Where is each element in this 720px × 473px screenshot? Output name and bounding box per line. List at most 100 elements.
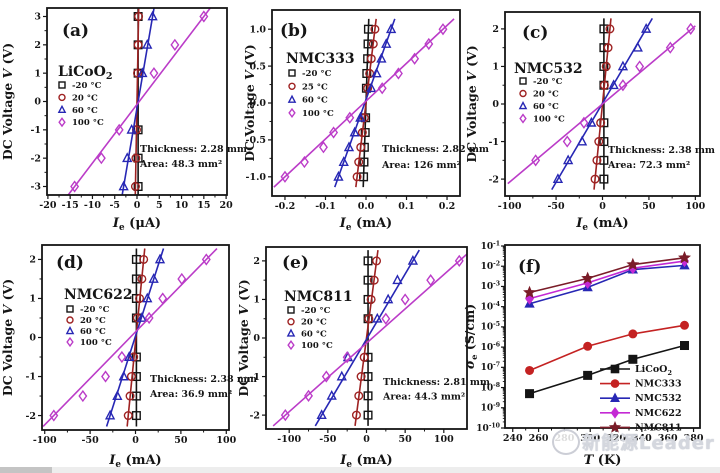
svg-text:50: 50 <box>399 434 413 445</box>
svg-text:-0.1: -0.1 <box>315 201 335 212</box>
svg-text:280: 280 <box>554 433 574 444</box>
svg-text:-1: -1 <box>30 125 41 136</box>
svg-text:20: 20 <box>219 200 233 211</box>
panel-c-ylabel: DC Voltage V (V) <box>464 45 479 162</box>
svg-text:0: 0 <box>34 97 41 108</box>
svg-text:-20 °C: -20 °C <box>302 69 332 79</box>
svg-text:-10: -10 <box>84 200 102 211</box>
panel-c-legend: -20 °C 20 °C 60 °C 100 °C <box>518 77 565 125</box>
svg-text:-3: -3 <box>30 182 41 193</box>
panel-c-material: NMC532 <box>514 61 583 77</box>
svg-text:Area: 36.9 mm²: Area: 36.9 mm² <box>149 389 232 400</box>
svg-text:10-2: 10-2 <box>481 261 500 273</box>
svg-text:0: 0 <box>492 99 499 110</box>
panel-a-frame <box>46 7 228 196</box>
svg-text:-2: -2 <box>30 153 41 164</box>
panel-d-chart: -100 -50 0 50 100 2 1 0 -1 -2 Ie (mA) DC Voltage V … <box>0 244 257 470</box>
svg-text:60 °C: 60 °C <box>533 102 559 112</box>
panel-e-letter: (e) <box>282 253 309 273</box>
svg-text:10-6: 10-6 <box>481 341 500 353</box>
panel-f-xlabel: T (K) <box>584 453 622 468</box>
panel-b-legend: -20 °C 25 °C 60 °C 100 °C <box>287 69 334 119</box>
panel-c-annotation: Thickness: 2.38 mm Area: 72.3 mm² <box>607 145 715 171</box>
svg-text:100 °C: 100 °C <box>80 338 112 348</box>
svg-text:10-4: 10-4 <box>481 301 501 313</box>
svg-text:-1.0: -1.0 <box>246 172 267 183</box>
svg-text:-20 °C: -20 °C <box>72 81 102 91</box>
svg-text:0.0: 0.0 <box>358 201 375 212</box>
panel-b-series <box>273 18 455 188</box>
panel-d-ylabel: DC Voltage V (V) <box>0 279 15 396</box>
svg-text:300: 300 <box>580 433 600 444</box>
svg-text:100 °C: 100 °C <box>72 118 104 128</box>
svg-text:-20: -20 <box>39 200 57 211</box>
panel-a-annotation: Thickness: 2.28 mm Area: 48.3 mm² <box>139 144 247 170</box>
panel-d-xlabel: Ie (mA) <box>108 453 161 470</box>
panel-e-axes: -100 -50 0 50 100 2 1 0 -1 -2 <box>249 256 454 445</box>
svg-text:-100: -100 <box>277 434 301 445</box>
panel-f-letter: (f) <box>518 257 541 277</box>
panel-f-legend: LiCoO2 NMC333 NMC532 NMC622 NMC811 <box>600 364 682 433</box>
svg-text:60 °C: 60 °C <box>80 327 106 337</box>
svg-text:2: 2 <box>29 255 36 266</box>
svg-text:0: 0 <box>132 435 139 446</box>
svg-text:320: 320 <box>606 433 626 444</box>
svg-text:10-5: 10-5 <box>481 321 500 333</box>
bottom-strip-left <box>0 467 52 473</box>
svg-text:5: 5 <box>156 200 163 211</box>
svg-text:1: 1 <box>253 295 260 306</box>
bottom-strip <box>0 467 720 473</box>
svg-text:-100: -100 <box>498 201 522 212</box>
svg-text:-2: -2 <box>249 410 260 421</box>
svg-text:0: 0 <box>253 333 260 344</box>
svg-text:20 °C: 20 °C <box>533 90 559 100</box>
svg-text:1: 1 <box>34 68 41 79</box>
svg-text:20 °C: 20 °C <box>301 318 327 328</box>
svg-text:-2: -2 <box>25 411 36 422</box>
svg-text:LiCoO2: LiCoO2 <box>635 364 672 377</box>
panel-b-material: NMC333 <box>286 51 355 67</box>
svg-text:50: 50 <box>174 435 188 446</box>
svg-text:0: 0 <box>29 333 36 344</box>
svg-text:240: 240 <box>503 433 523 444</box>
svg-text:20 °C: 20 °C <box>80 316 106 326</box>
svg-text:340: 340 <box>632 433 652 444</box>
svg-text:NMC532: NMC532 <box>635 393 682 404</box>
svg-text:Area: 44.3 mm²: Area: 44.3 mm² <box>382 392 465 403</box>
svg-text:0.0: 0.0 <box>249 98 266 109</box>
svg-text:2: 2 <box>34 40 41 51</box>
panel-e-frame <box>265 246 468 430</box>
panel-e-ylabel: DC Voltage V (V) <box>236 279 251 396</box>
panel-c-letter: (c) <box>522 23 548 43</box>
panel-d-letter: (d) <box>56 253 84 273</box>
panel-a-xlabel: Ie (μA) <box>112 216 161 233</box>
svg-text:Thickness: 2.38 mm: Thickness: 2.38 mm <box>150 374 257 385</box>
svg-text:0.2: 0.2 <box>439 201 456 212</box>
panel-b-letter: (b) <box>280 21 308 41</box>
svg-text:10-10: 10-10 <box>476 422 500 434</box>
svg-text:10-1: 10-1 <box>481 240 500 252</box>
svg-text:-50: -50 <box>319 434 337 445</box>
panel-a-material: LiCoO2 <box>58 64 112 82</box>
svg-text:-20 °C: -20 °C <box>301 306 331 316</box>
svg-text:10: 10 <box>175 200 189 211</box>
panel-c-chart: -100 -50 0 50 100 2 1 0 -1 -2 Ie (mA) DC Voltage V … <box>464 11 715 233</box>
panel-c-frame <box>504 11 701 197</box>
svg-text:2: 2 <box>492 24 499 35</box>
svg-text:-20 °C: -20 °C <box>533 77 563 87</box>
svg-text:Area: 48.3 mm²: Area: 48.3 mm² <box>139 159 222 170</box>
svg-text:0: 0 <box>363 434 370 445</box>
svg-text:-100: -100 <box>33 435 57 446</box>
panel-d-frame <box>41 244 230 431</box>
svg-text:25 °C: 25 °C <box>302 82 328 92</box>
svg-text:-0.2: -0.2 <box>275 201 295 212</box>
panel-d-annotation: Thickness: 2.38 mm Area: 36.9 mm² <box>149 374 257 400</box>
svg-text:-2: -2 <box>488 174 499 185</box>
panel-e-legend: -20 °C 20 °C60 °C 100 °C <box>286 306 333 351</box>
svg-text:2: 2 <box>253 256 260 267</box>
panel-b-ylabel: DC Voltage V (V) <box>242 44 257 161</box>
